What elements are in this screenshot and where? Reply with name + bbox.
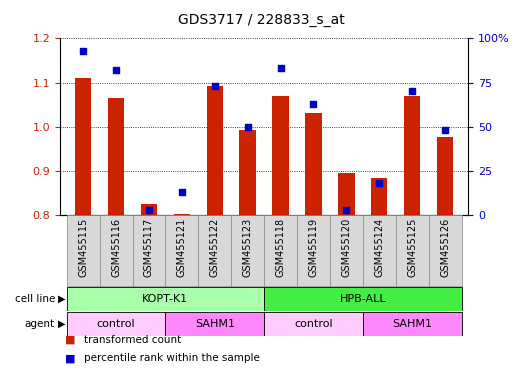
Text: ■: ■ — [65, 353, 79, 363]
Text: ■: ■ — [65, 335, 79, 345]
Text: GSM455119: GSM455119 — [309, 218, 319, 277]
Text: GDS3717 / 228833_s_at: GDS3717 / 228833_s_at — [178, 13, 345, 27]
Bar — [132, 215, 165, 286]
Bar — [272, 96, 289, 215]
Text: ▶: ▶ — [58, 318, 65, 329]
Bar — [264, 286, 461, 311]
Text: control: control — [294, 318, 333, 329]
Text: GSM455123: GSM455123 — [243, 218, 253, 277]
Point — [79, 48, 87, 54]
Text: control: control — [97, 318, 135, 329]
Bar — [174, 214, 190, 215]
Text: agent: agent — [25, 318, 55, 329]
Point — [441, 127, 449, 133]
Text: transformed count: transformed count — [84, 335, 181, 345]
Point — [112, 67, 120, 73]
Bar — [371, 177, 388, 215]
Point — [178, 189, 186, 195]
Text: SAHM1: SAHM1 — [195, 318, 235, 329]
Bar — [67, 286, 264, 311]
Text: GSM455124: GSM455124 — [374, 218, 384, 277]
Bar — [305, 113, 322, 215]
Bar — [240, 130, 256, 215]
Text: SAHM1: SAHM1 — [392, 318, 432, 329]
Bar — [108, 98, 124, 215]
Bar — [67, 215, 99, 286]
Bar — [264, 215, 297, 286]
Text: GSM455126: GSM455126 — [440, 218, 450, 277]
Text: ▶: ▶ — [58, 293, 65, 304]
Bar — [75, 78, 92, 215]
Text: cell line: cell line — [15, 293, 55, 304]
Bar — [338, 173, 355, 215]
Point — [408, 88, 416, 94]
Bar — [165, 215, 198, 286]
Text: HPB-ALL: HPB-ALL — [339, 293, 386, 304]
Point — [244, 124, 252, 130]
Text: KOPT-K1: KOPT-K1 — [142, 293, 188, 304]
Bar — [198, 215, 231, 286]
Bar — [207, 86, 223, 215]
Bar — [404, 96, 420, 215]
Bar — [396, 215, 429, 286]
Bar — [437, 137, 453, 215]
Bar — [99, 215, 132, 286]
Text: GSM455116: GSM455116 — [111, 218, 121, 277]
Point — [145, 207, 153, 213]
Bar — [330, 215, 363, 286]
Text: GSM455120: GSM455120 — [342, 218, 351, 277]
Bar — [363, 311, 461, 336]
Bar — [264, 311, 363, 336]
Point — [342, 207, 350, 213]
Bar — [363, 215, 396, 286]
Point — [309, 101, 317, 107]
Bar — [231, 215, 264, 286]
Bar — [165, 311, 264, 336]
Bar — [429, 215, 461, 286]
Text: percentile rank within the sample: percentile rank within the sample — [84, 353, 259, 363]
Point — [276, 65, 285, 71]
Text: GSM455121: GSM455121 — [177, 218, 187, 277]
Bar — [297, 215, 330, 286]
Point — [211, 83, 219, 89]
Bar — [141, 204, 157, 215]
Text: GSM455117: GSM455117 — [144, 218, 154, 277]
Text: GSM455118: GSM455118 — [276, 218, 286, 277]
Text: GSM455115: GSM455115 — [78, 218, 88, 277]
Point — [375, 180, 383, 186]
Bar — [67, 311, 165, 336]
Text: GSM455122: GSM455122 — [210, 218, 220, 277]
Text: GSM455125: GSM455125 — [407, 218, 417, 277]
